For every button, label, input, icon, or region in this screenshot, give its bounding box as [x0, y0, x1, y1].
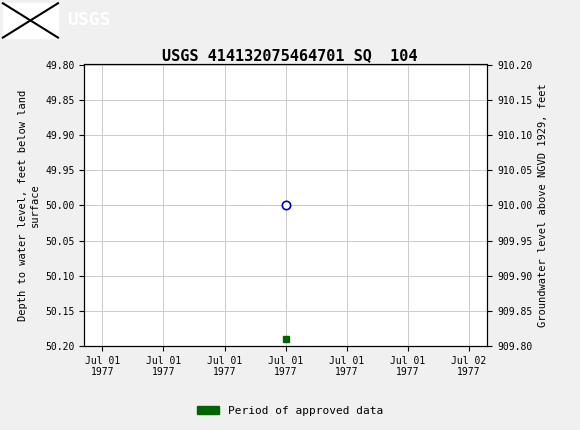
Text: USGS 414132075464701 SQ  104: USGS 414132075464701 SQ 104	[162, 49, 418, 63]
Y-axis label: Groundwater level above NGVD 1929, feet: Groundwater level above NGVD 1929, feet	[538, 83, 548, 327]
Y-axis label: Depth to water level, feet below land
surface: Depth to water level, feet below land su…	[18, 90, 39, 321]
Legend: Period of approved data: Period of approved data	[193, 401, 387, 420]
Text: USGS: USGS	[67, 12, 110, 29]
Bar	[3, 3, 58, 37]
